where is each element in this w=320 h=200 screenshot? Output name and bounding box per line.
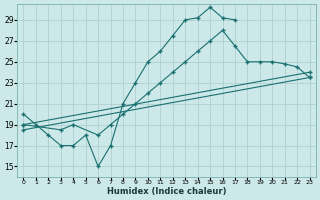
X-axis label: Humidex (Indice chaleur): Humidex (Indice chaleur) bbox=[107, 187, 226, 196]
